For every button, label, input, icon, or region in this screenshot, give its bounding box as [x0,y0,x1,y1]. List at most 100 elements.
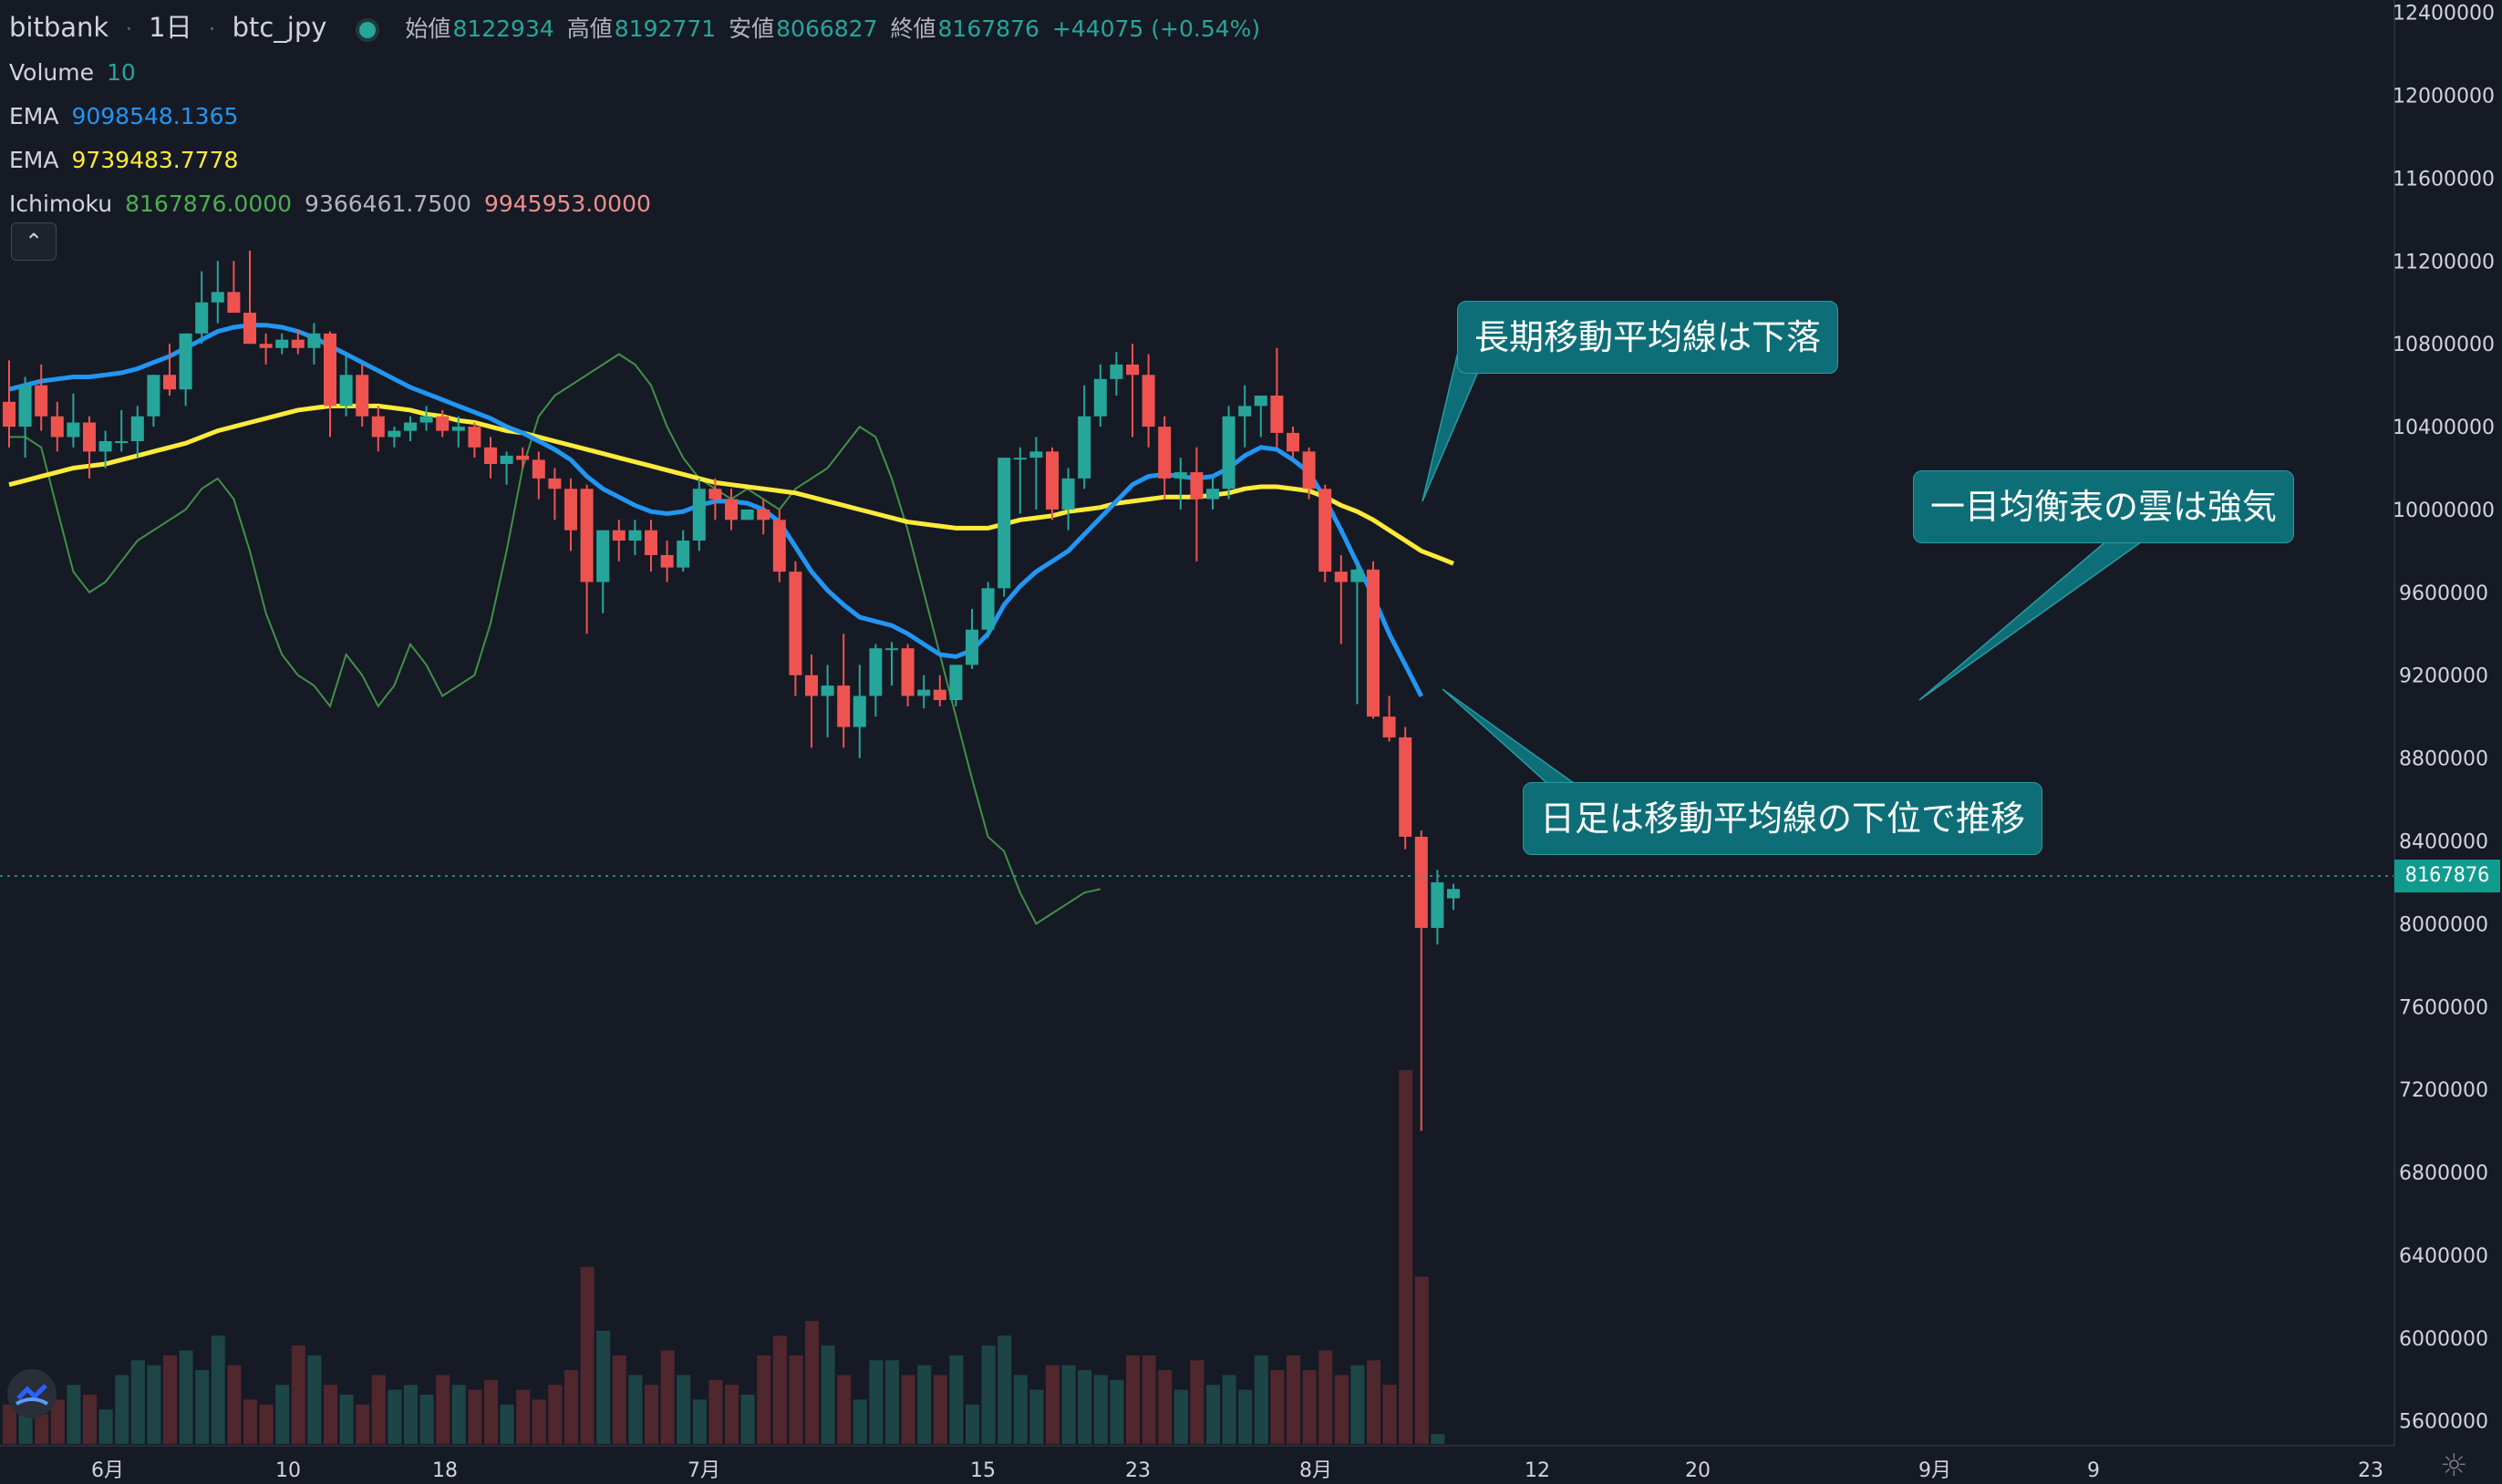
price-tick-label: 10800000 [2393,334,2495,356]
ohlc-value-0: 8122934 [452,15,554,42]
volume-bar [3,1404,16,1444]
volume-bar [1061,1365,1076,1444]
time-tick-label: 23 [1125,1459,1151,1482]
candle-body [1270,395,1284,433]
ohlc-label-3: 終値 [890,15,936,42]
volume-bar [708,1379,723,1444]
candle-body [468,427,481,448]
volume-bar [1093,1375,1108,1444]
candle-body [966,629,978,665]
volume-bar [1078,1370,1092,1444]
volume-bar [725,1385,739,1444]
indicator-value: 10 [106,59,136,86]
price-tick-label: 7600000 [2399,996,2488,1019]
ohlc-label-0: 始値 [405,15,451,42]
candle-body [1287,432,1299,452]
volume-bar [1206,1385,1220,1444]
symbol-name[interactable]: btc_jpy [232,12,327,43]
volume-bar [981,1345,996,1444]
price-tick-label: 5600000 [2399,1411,2488,1434]
volume-bar [324,1385,337,1444]
candle-body [404,422,417,431]
collapse-legend-button[interactable]: ⌃ [11,222,57,261]
indicator-row[interactable]: Ichimoku 8167876.0000 9366461.7500 9945953.… [9,182,1273,226]
volume-bar [869,1360,884,1444]
indicator-row[interactable]: EMA 9739483.7778 [9,139,1273,182]
ohlc-values: 始値8122934 高値8192771 安値8066827 終値8167876 [405,15,1051,42]
volume-bar [259,1404,274,1444]
callout-daily-below-ema[interactable]: 日足は移動平均線の下位で推移 [1523,782,2043,855]
ohlc-value-2: 8066827 [776,15,878,42]
indicator-value: 9366461.7500 [305,191,471,217]
price-tick-label: 10400000 [2393,417,2495,439]
candlesticks [3,250,1460,1131]
candle-body [339,375,353,407]
indicator-name: EMA [9,147,59,173]
candle-body [548,478,562,490]
volume-bar [163,1355,177,1444]
candle-body [949,665,963,701]
volume-bar [901,1375,915,1444]
interval[interactable]: 1日 [149,12,192,43]
candle-body [115,440,129,443]
candle-body [1173,472,1187,479]
candle-body [1382,716,1396,737]
volume-bar [484,1379,498,1444]
volume-bar [404,1385,418,1444]
volume-bar [1126,1355,1140,1444]
candle-body [901,648,915,696]
candle-body [35,385,48,417]
indicator-row[interactable]: Volume 10 [9,51,1273,95]
volume-bar [789,1355,803,1444]
volume-bar [885,1360,899,1444]
candle-body [740,509,754,520]
price-tick-label: 6400000 [2399,1245,2488,1268]
callout-long-ema[interactable]: 長期移動平均線は下落 [1457,301,1839,374]
candle-body [708,489,722,500]
volume-bar [1431,1434,1445,1444]
candle-body [484,447,497,464]
candle-body [1222,416,1235,490]
volume-bar [275,1385,290,1444]
candle-body [356,375,369,417]
volume-bar [1382,1385,1397,1444]
candle-body [837,685,851,727]
candle-body [532,459,545,479]
volume-bar [692,1399,707,1444]
candle-body [1334,572,1348,582]
candle-body [1414,836,1428,928]
callout-ichimoku-cloud[interactable]: 一目均衡表の雲は強気 [1913,470,2295,543]
indicator-row[interactable]: EMA 9098548.1365 [9,95,1273,139]
candle-body [660,554,674,568]
candle-body [917,689,931,696]
symbol-row: bitbank · 1日 · btc_jpy 始値8122934 高値8192771 安値80… [9,12,1261,43]
candle-body [1254,395,1267,407]
time-axis[interactable]: 6月 10 18 7月 15 23 8月 12 20 9月 9 23 [0,1445,2394,1482]
indicator-value: 9739483.7778 [71,147,239,173]
candle-body [998,458,1011,589]
volume-bar [195,1370,210,1444]
candle-body [645,530,657,555]
volume-bar [35,1414,49,1444]
candle-body [1142,375,1155,428]
exchange-name[interactable]: bitbank [9,12,109,43]
price-tick-label: 6800000 [2399,1162,2488,1185]
candle-body [451,427,465,431]
price-axis[interactable]: 12400000 12000000 11600000 11200000 10800000… [2393,0,2495,1446]
indicator-value: 9098548.1365 [71,103,239,129]
volume-bar [917,1365,932,1444]
volume-bar [1270,1370,1285,1444]
volume-bar [1029,1389,1044,1444]
volume-bar [211,1335,225,1444]
volume-bar [1254,1355,1268,1444]
volume-bar [596,1330,611,1444]
tradingview-logo[interactable] [7,1369,57,1418]
candle-body [677,541,690,568]
settings-gear-icon[interactable]: ☼ [2440,1448,2468,1484]
price-tick-label: 11200000 [2393,251,2495,273]
volume-bar [147,1365,161,1444]
price-tick-label: 8800000 [2399,748,2488,771]
candle-body [580,489,594,582]
volume-bar [853,1399,867,1444]
